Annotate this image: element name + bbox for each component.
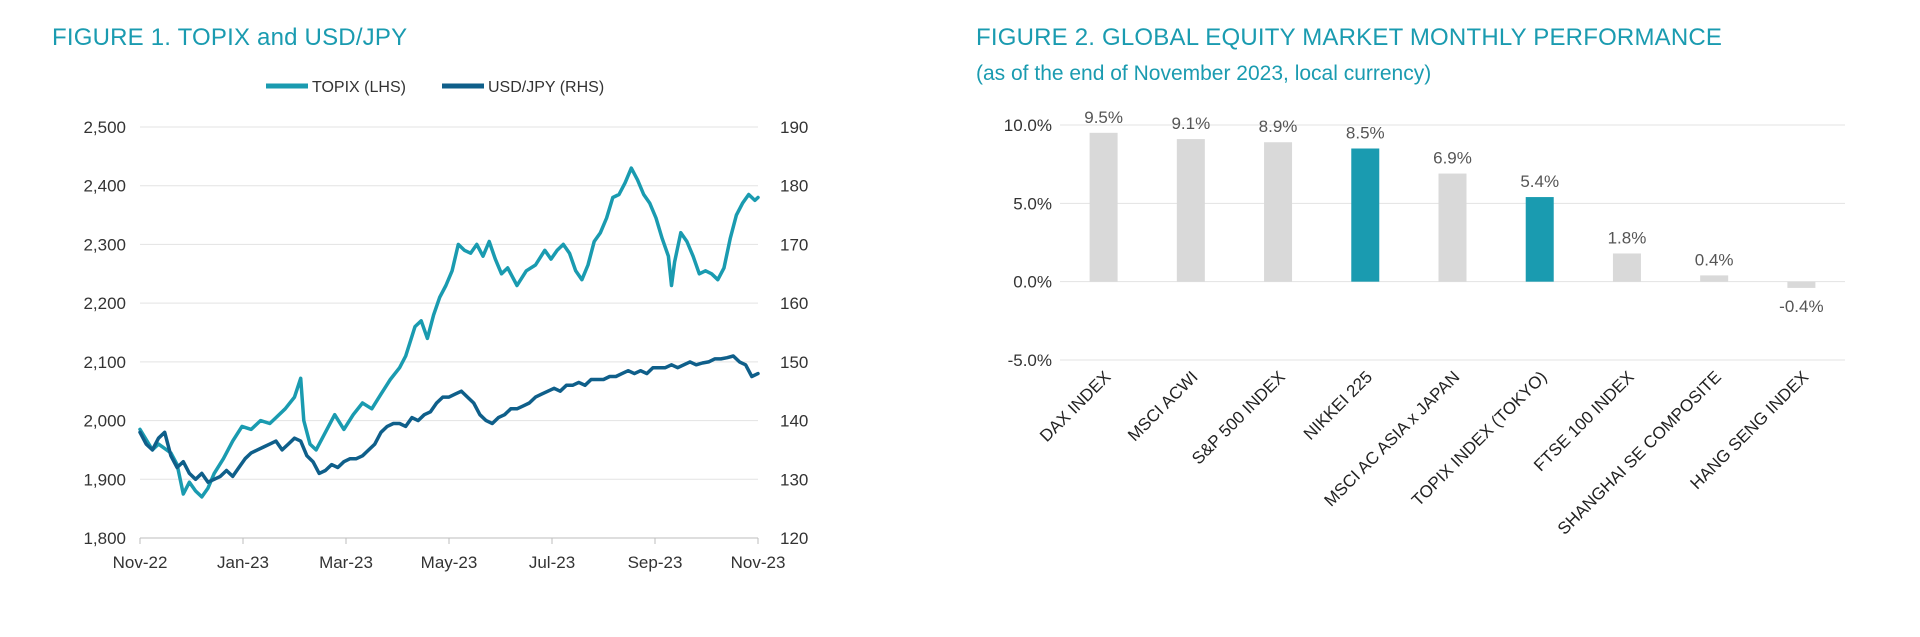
legend-label: TOPIX (LHS) (312, 79, 406, 96)
x-tick-label: Mar-23 (319, 553, 373, 572)
bar (1176, 139, 1205, 282)
category-label: SHANGHAI SE COMPOSITE (1554, 367, 1725, 538)
bar-value-label: 5.4% (1520, 172, 1559, 191)
category-label: DAX INDEX (1036, 367, 1114, 445)
usdjpy-series-line (138, 354, 760, 484)
bar (1525, 197, 1554, 282)
figure1-title: FIGURE 1. TOPIX and USD/JPY (52, 24, 408, 51)
bar-value-label: 9.1% (1171, 114, 1210, 133)
y-right-tick-label: 120 (780, 529, 808, 548)
bar-value-label: 1.8% (1608, 228, 1647, 247)
y-left-tick-label: 1,900 (83, 470, 126, 489)
bar (1612, 253, 1641, 282)
bar (1264, 142, 1293, 282)
x-tick-label: Nov-22 (113, 553, 168, 572)
bar-value-label: 9.5% (1084, 108, 1123, 127)
y-left-tick-label: 2,500 (83, 118, 126, 137)
y-right-tick-label: 160 (780, 294, 808, 313)
y-right-tick-label: 190 (780, 118, 808, 137)
bar-value-label: 6.9% (1433, 149, 1472, 168)
bar-value-label: 0.4% (1695, 250, 1734, 269)
legend-label: USD/JPY (RHS) (488, 79, 604, 96)
y-left-tick-label: 2,100 (83, 353, 126, 372)
y-tick-label: 10.0% (1004, 116, 1052, 135)
y-right-tick-label: 150 (780, 353, 808, 372)
bar (1787, 281, 1816, 288)
bar (1438, 173, 1467, 282)
y-tick-label: -5.0% (1008, 351, 1052, 370)
bar-value-label: 8.5% (1346, 124, 1385, 143)
bar (1351, 148, 1380, 282)
x-tick-label: Nov-23 (731, 553, 786, 572)
topix-series-line (138, 166, 760, 499)
x-tick-label: Sep-23 (628, 553, 683, 572)
topix-usdjpy-line-chart: 1,800 1,900 2,000 2,100 2,200 2,300 2,400 2,500… (83, 79, 808, 572)
y-right-tick-label: 140 (780, 412, 808, 431)
y-left-tick-label: 1,800 (83, 529, 126, 548)
bar-value-label: -0.4% (1779, 297, 1823, 316)
figure2-title: FIGURE 2. GLOBAL EQUITY MARKET MONTHLY P… (976, 24, 1723, 51)
y-right-tick-label: 180 (780, 177, 808, 196)
y-left-tick-label: 2,300 (83, 235, 126, 254)
y-left-tick-label: 2,200 (83, 294, 126, 313)
y-tick-label: 5.0% (1013, 194, 1052, 213)
x-tick-label: May-23 (421, 553, 478, 572)
y-tick-label: 0.0% (1013, 273, 1052, 292)
category-label: NIKKEI 225 (1300, 367, 1376, 443)
x-tick-label: Jul-23 (529, 553, 575, 572)
y-left-tick-label: 2,000 (83, 412, 126, 431)
y-right-tick-label: 170 (780, 235, 808, 254)
category-label: MSCI ACWI (1124, 367, 1202, 445)
y-right-tick-label: 130 (780, 470, 808, 489)
figure2-subtitle: (as of the end of November 2023, local c… (976, 62, 1432, 85)
category-label: S&P 500 INDEX (1188, 367, 1289, 468)
bar (1700, 275, 1729, 282)
y-left-tick-label: 2,400 (83, 177, 126, 196)
bar (1089, 132, 1118, 282)
bar-value-label: 8.9% (1259, 117, 1298, 136)
x-tick-label: Jan-23 (217, 553, 269, 572)
